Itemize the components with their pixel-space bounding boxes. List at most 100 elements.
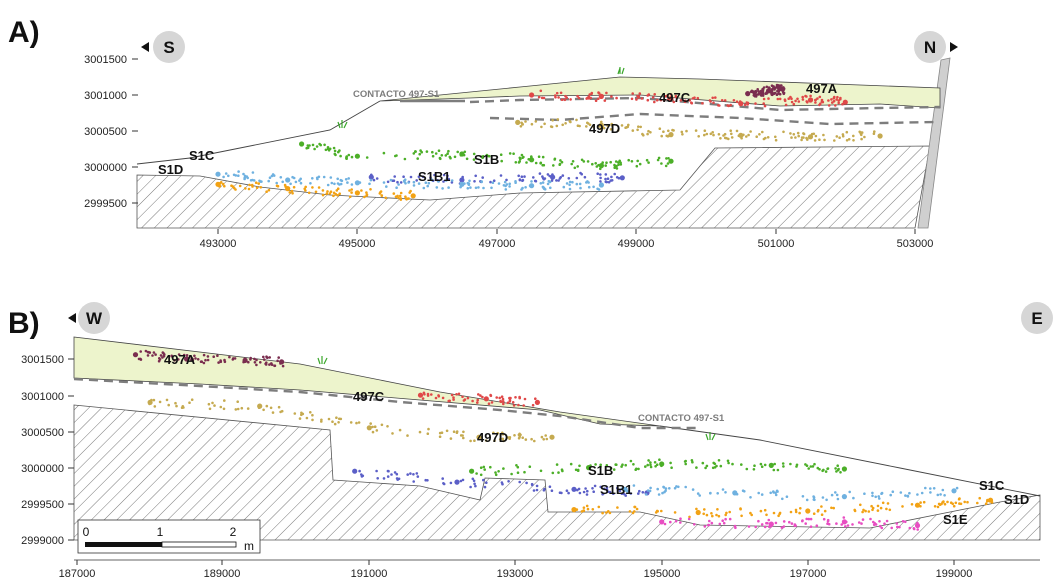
data-point-s1c [774, 493, 778, 497]
data-point-s1e [663, 522, 667, 526]
data-point-s1c [347, 177, 351, 180]
y-tick-label: 3001500 [84, 54, 127, 66]
data-point-s1b1 [473, 482, 476, 486]
x-tick-label: 195000 [644, 568, 681, 579]
vegetation-marks-b [317, 356, 716, 441]
data-point-497d [150, 398, 153, 402]
data-point-s1e [734, 526, 737, 530]
data-point-s1d [597, 505, 601, 509]
x-tick-label: 495000 [339, 238, 376, 250]
data-point-s1b1 [607, 490, 610, 494]
data-point-s1b [644, 465, 647, 468]
data-point-s1b [512, 152, 515, 155]
data-point-497d [371, 425, 374, 429]
data-point-s1b [711, 466, 715, 470]
data-point-s1d [861, 510, 864, 514]
data-point-s1c [315, 176, 319, 180]
data-point-s1e [747, 525, 751, 528]
data-point-497d [624, 126, 627, 129]
data-point-s1b [365, 156, 369, 159]
data-point-497d [609, 128, 613, 131]
data-point-s1b1 [606, 177, 610, 180]
data-point-497a [139, 350, 142, 353]
data-point-s1d [348, 189, 351, 192]
data-point-497c [836, 95, 839, 99]
data-point-s1b [612, 468, 616, 471]
data-point-497c [430, 393, 433, 396]
data-point-s1b [559, 159, 562, 162]
data-point-s1b [670, 466, 673, 470]
data-point-s1d [379, 191, 382, 194]
data-point-s1b [520, 153, 524, 157]
data-point-s1d [978, 496, 981, 500]
data-point-497c [659, 98, 663, 102]
direction-label: S [163, 38, 174, 57]
data-point-s1b1 [638, 489, 641, 493]
data-point-497c [727, 104, 730, 108]
data-point-s1d [749, 511, 752, 515]
data-point-s1e [835, 522, 838, 525]
data-point-s1d [363, 195, 366, 199]
data-point-497c [729, 103, 732, 107]
data-point-s1e [679, 521, 682, 524]
data-point-s1b [713, 462, 717, 466]
data-point-497d [452, 430, 456, 434]
data-point-s1b [614, 160, 618, 163]
data-point-497d [148, 402, 151, 406]
data-point-s1b [821, 469, 824, 473]
data-point-s1b [530, 156, 533, 159]
panel-a: A) 3001500 3001000 3000500 3000000 29995… [8, 16, 958, 250]
unit-label: S1D [158, 162, 183, 177]
unit-label: S1C [189, 148, 215, 163]
data-point-s1e [846, 524, 850, 527]
data-point-s1d [832, 506, 835, 510]
data-point-s1d [218, 185, 221, 188]
data-point-s1d [244, 187, 247, 190]
data-point-s1b [795, 463, 799, 467]
data-point-s1b [412, 152, 416, 155]
data-point-s1d [633, 510, 636, 513]
data-point-s1b [472, 152, 476, 156]
data-point-s1c [757, 491, 760, 495]
data-point-s1b [479, 473, 483, 477]
data-point-s1c [491, 181, 495, 184]
data-point-s1c [716, 492, 719, 495]
data-point-497c [818, 103, 821, 107]
data-point-497a [206, 358, 210, 362]
data-point-s1d [254, 181, 258, 184]
data-point-497d [637, 125, 640, 128]
data-point-s1b [508, 152, 512, 155]
data-point-497c [787, 97, 790, 100]
data-point-497d [152, 398, 156, 402]
data-point-497d [555, 124, 559, 128]
data-point-497c [514, 396, 517, 399]
data-point-s1b [837, 467, 840, 471]
data-point-497d [311, 418, 314, 422]
data-point-s1b1 [518, 178, 522, 182]
data-point-s1b1 [525, 481, 528, 485]
data-point-s1c [490, 186, 493, 190]
data-point-s1d [941, 501, 944, 504]
data-point-s1b [781, 462, 785, 465]
data-point-s1e [693, 523, 696, 526]
data-point-s1b [620, 465, 623, 468]
data-point-497a [268, 363, 271, 366]
data-point-s1c [769, 491, 772, 495]
data-point-s1c [597, 188, 601, 191]
data-point-497d [540, 435, 544, 439]
data-point-s1c [626, 489, 629, 493]
data-point-s1c [504, 188, 508, 191]
data-point-s1c [237, 170, 240, 173]
data-point-s1b1 [555, 179, 558, 182]
data-point-s1c [805, 498, 809, 502]
data-point-497c [735, 100, 739, 103]
data-point-497d [167, 403, 170, 407]
data-point-497d [592, 125, 595, 128]
data-point-s1c [941, 488, 945, 492]
data-point-497c [792, 102, 796, 106]
data-point-s1b [717, 459, 721, 462]
data-point-497d [658, 127, 662, 130]
x-tick-label: 197000 [790, 568, 827, 579]
data-point-s1b [459, 154, 463, 157]
